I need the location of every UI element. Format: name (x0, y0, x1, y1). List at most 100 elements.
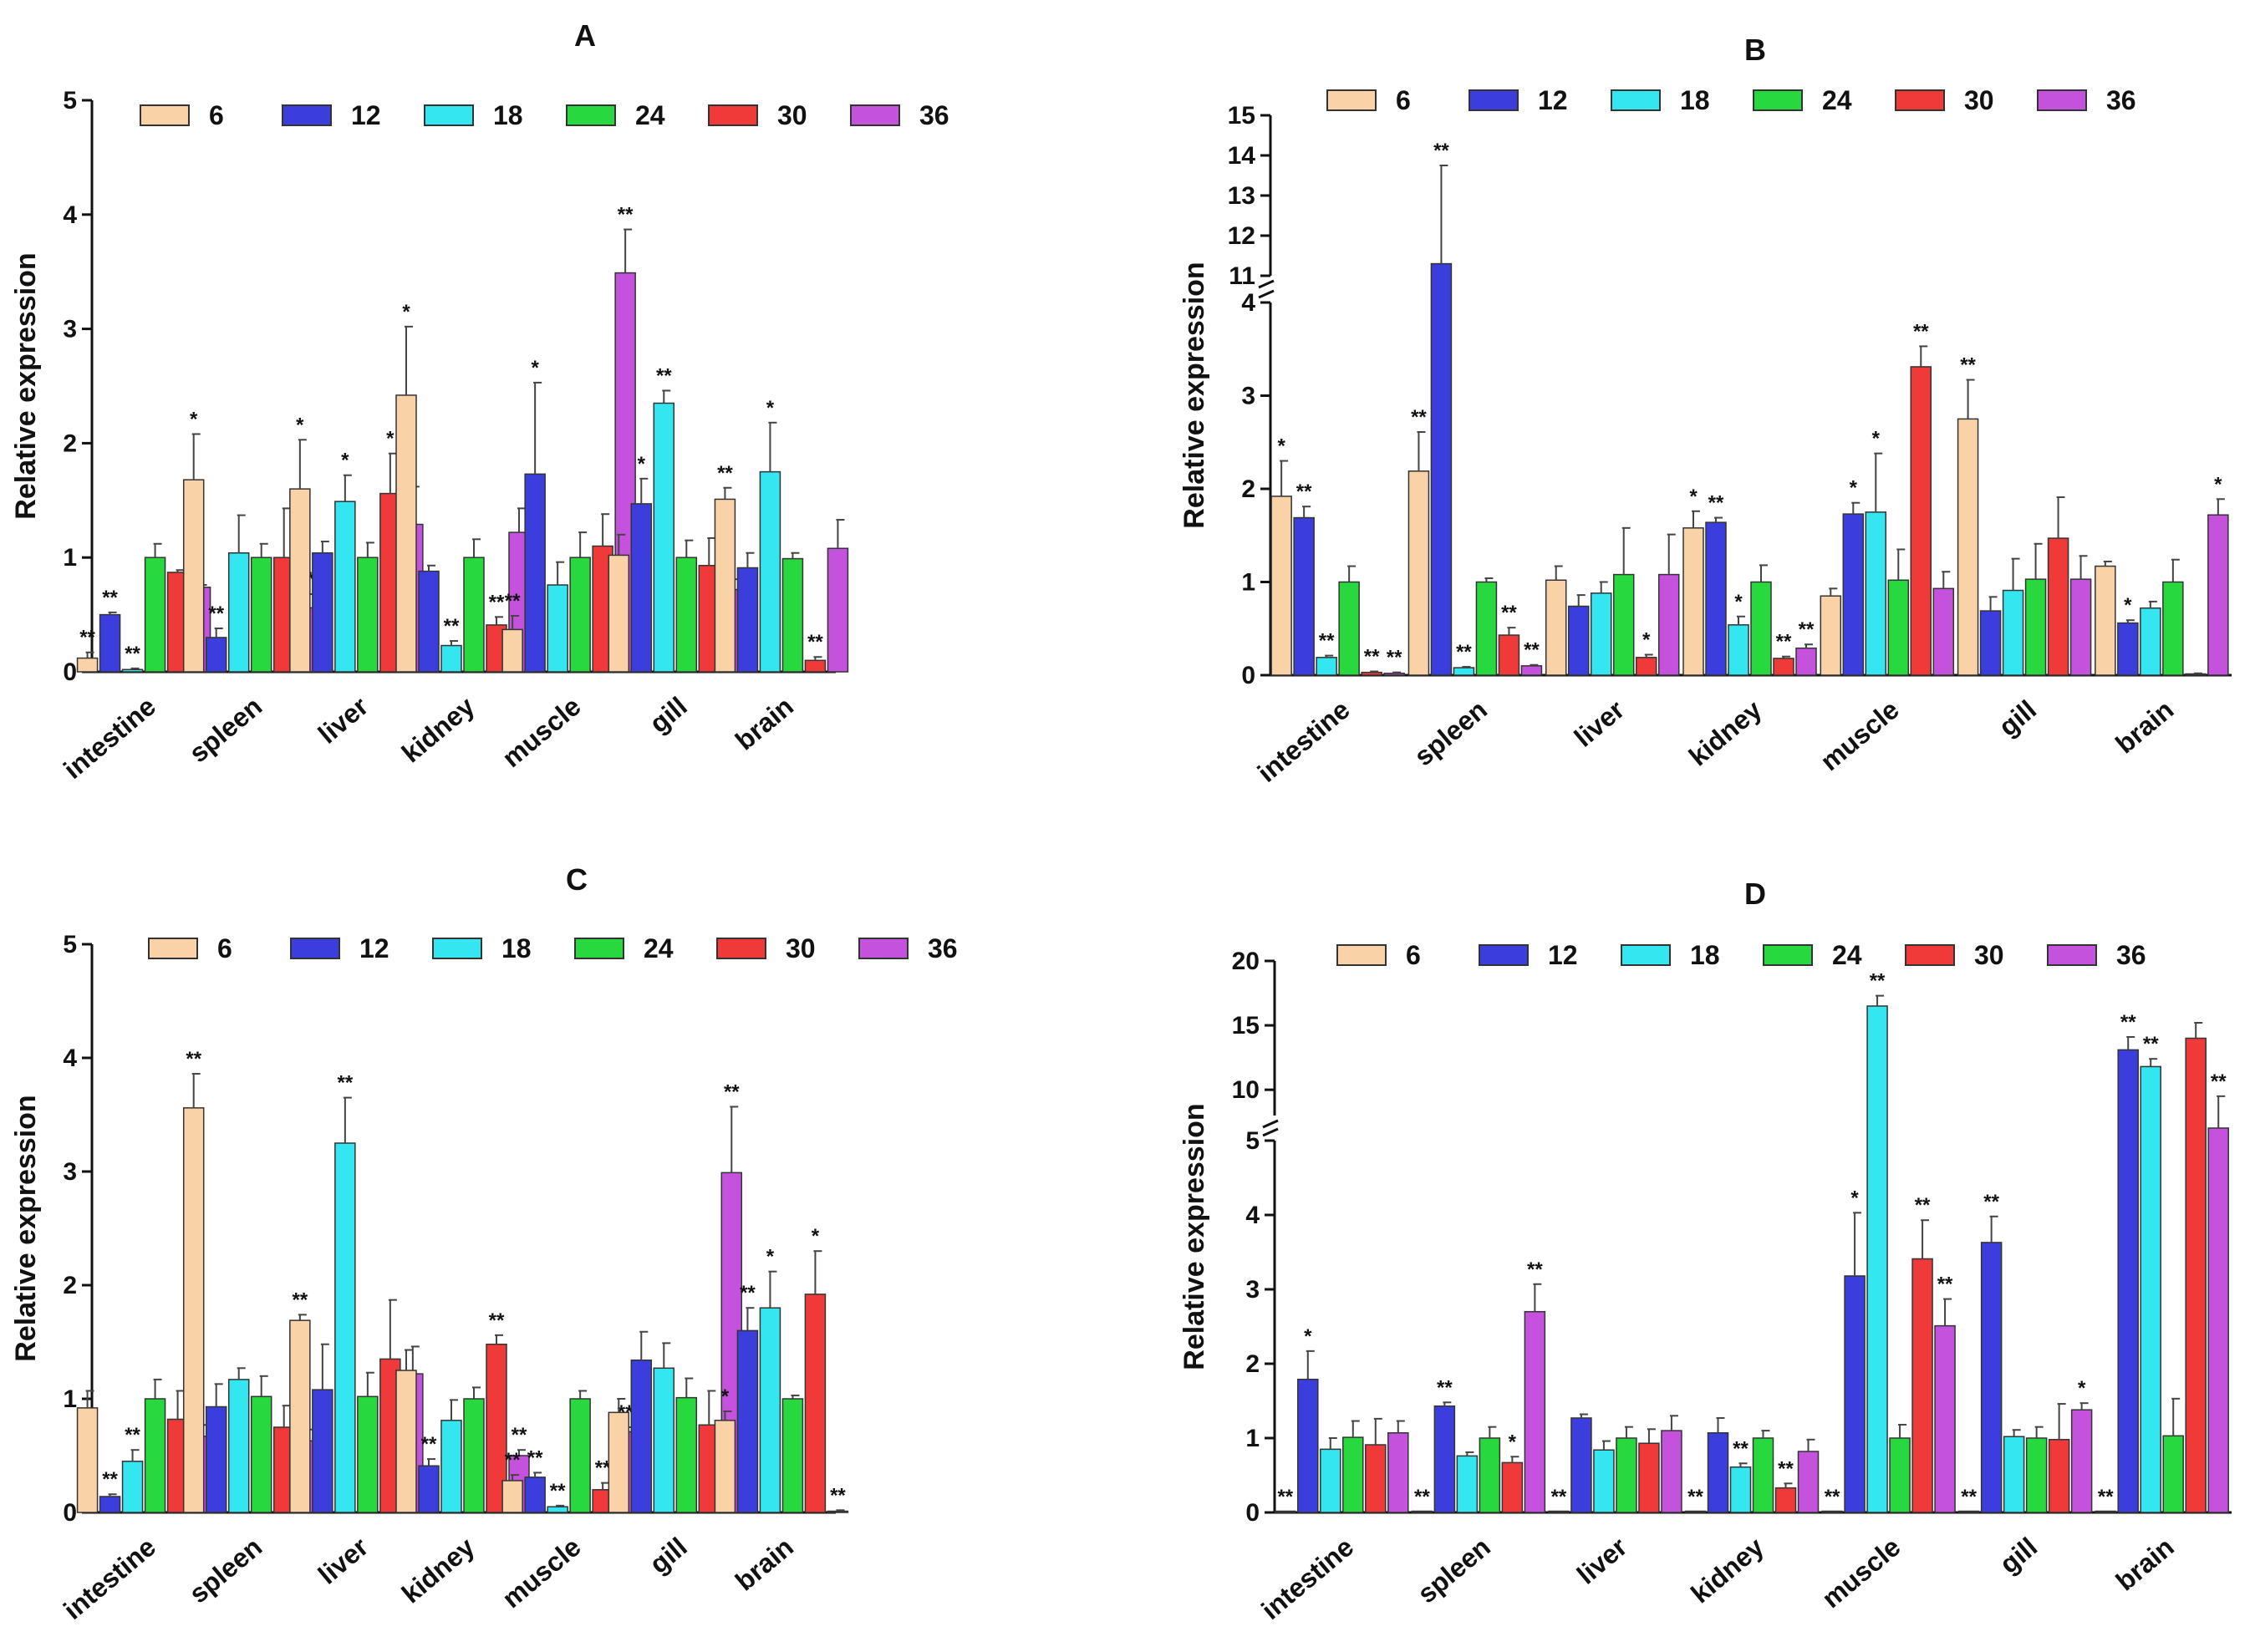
y-tick-label: 5 (1245, 1127, 1260, 1155)
legend-label: 30 (777, 100, 807, 130)
y-tick-label: 5 (63, 931, 77, 958)
bar (2025, 1437, 2048, 1513)
category-label: liver (313, 691, 374, 750)
bar (227, 1379, 250, 1513)
significance-label: * (190, 408, 198, 430)
legend-label: 6 (1396, 85, 1411, 115)
category-group: ** ** ** ** brain (2095, 1011, 2229, 1597)
legend-swatch (574, 938, 624, 959)
significance-label: ** (505, 590, 521, 613)
significance-label: ** (1825, 1486, 1840, 1508)
significance-label: * (2214, 473, 2222, 496)
legend-label: 30 (1964, 85, 1994, 115)
bar (1705, 521, 1727, 676)
bar (463, 1398, 485, 1513)
legend: 6 12 18 24 30 36 (140, 100, 949, 130)
bar (2047, 537, 2069, 676)
y-tick-label: 1 (63, 1385, 77, 1413)
significance-label: * (531, 357, 539, 379)
bar (121, 1461, 144, 1513)
significance-label: * (1850, 477, 1858, 500)
bar (1567, 605, 1590, 676)
bar (1297, 1378, 1319, 1513)
y-tick-label: 13 (1228, 182, 1255, 210)
category-group: * liver (1545, 526, 1680, 753)
significance-label: ** (1524, 639, 1540, 662)
significance-label: ** (1937, 1273, 1953, 1296)
category-group: *****gill (1957, 1191, 2093, 1579)
significance-label: ** (186, 1048, 201, 1070)
significance-label: * (1509, 1431, 1517, 1453)
legend-swatch (290, 938, 340, 959)
legend-label: 6 (217, 933, 232, 963)
legend: 6 12 18 24 30 36 (1336, 940, 2146, 970)
axis-break-mark (1258, 289, 1275, 299)
legend-label: 24 (644, 933, 674, 963)
y-tick-label: 4 (63, 1045, 77, 1072)
category-group: *********muscle (1816, 970, 1956, 1614)
y-tick-label: 3 (1241, 383, 1255, 410)
bar (312, 1389, 333, 1513)
legend-label: 36 (928, 933, 958, 963)
category-label: brain (2110, 694, 2179, 760)
y-tick-label: 4 (63, 201, 77, 229)
legend-label: 36 (2106, 85, 2136, 115)
significance-label: ** (1915, 1194, 1931, 1217)
bar (2117, 622, 2139, 676)
significance-label: ** (1687, 1486, 1703, 1508)
bar (1795, 647, 1817, 676)
category-label: kidney (396, 1532, 481, 1609)
y-axis-label: Relative expression (10, 1095, 42, 1361)
panel-title: C (566, 862, 588, 897)
significance-label: ** (1733, 1437, 1749, 1460)
category-label: gill (644, 1532, 693, 1579)
significance-label: ** (2120, 1011, 2136, 1034)
significance-label: * (638, 453, 646, 475)
bar (182, 1107, 205, 1513)
bar (1275, 1510, 1296, 1513)
y-tick-label: 3 (63, 316, 77, 343)
bar (569, 1398, 591, 1513)
bar (1320, 1448, 1341, 1513)
legend-swatch (148, 938, 198, 959)
bar (2185, 1037, 2207, 1513)
bar (1820, 595, 1842, 676)
bar (1957, 418, 1979, 676)
y-tick-label: 2 (1245, 1350, 1260, 1378)
bar (357, 1395, 379, 1513)
bar (1456, 1455, 1479, 1513)
legend-label: 6 (1406, 940, 1421, 970)
bar (1383, 673, 1405, 676)
significance-label: ** (1387, 647, 1402, 669)
category-group: * *******kidney (1682, 485, 1817, 772)
bar (357, 557, 379, 673)
bar (2070, 1409, 2093, 1513)
bar (2002, 589, 2024, 676)
significance-label: ** (489, 591, 505, 613)
significance-label: ** (1778, 1457, 1794, 1480)
legend-label: 12 (359, 933, 389, 963)
bar (2095, 565, 2116, 676)
bar (653, 1367, 675, 1513)
y-tick-label: 3 (1245, 1276, 1260, 1304)
significance-label: ** (125, 643, 140, 665)
bar (714, 1420, 736, 1513)
bar (1387, 1432, 1409, 1513)
bar (1635, 657, 1657, 676)
significance-label: ** (79, 627, 95, 649)
y-tick-label: 2 (63, 430, 77, 457)
significance-label: * (2124, 594, 2132, 617)
legend-swatch (1621, 944, 1671, 966)
significance-label: * (402, 301, 410, 323)
category-label: intestine (1252, 694, 1356, 788)
category-label: spleen (1408, 694, 1493, 772)
bar (1729, 1466, 1752, 1513)
significance-label: * (386, 428, 394, 450)
bar (1980, 1242, 2003, 1513)
bar (1728, 624, 1749, 676)
significance-label: * (296, 414, 304, 436)
bar (395, 394, 417, 673)
bar (76, 657, 99, 673)
